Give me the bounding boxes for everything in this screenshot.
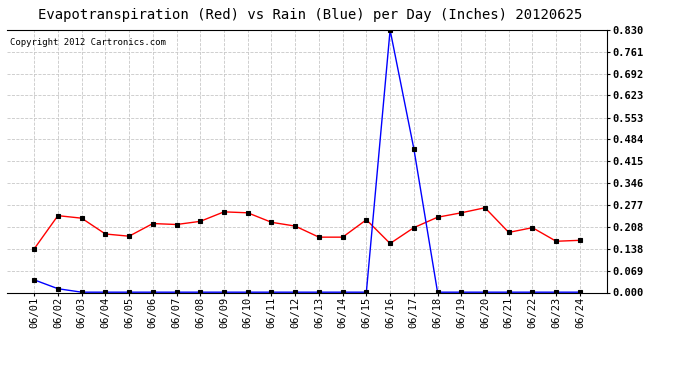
Text: Copyright 2012 Cartronics.com: Copyright 2012 Cartronics.com [10, 38, 166, 47]
Text: Evapotranspiration (Red) vs Rain (Blue) per Day (Inches) 20120625: Evapotranspiration (Red) vs Rain (Blue) … [39, 8, 582, 21]
